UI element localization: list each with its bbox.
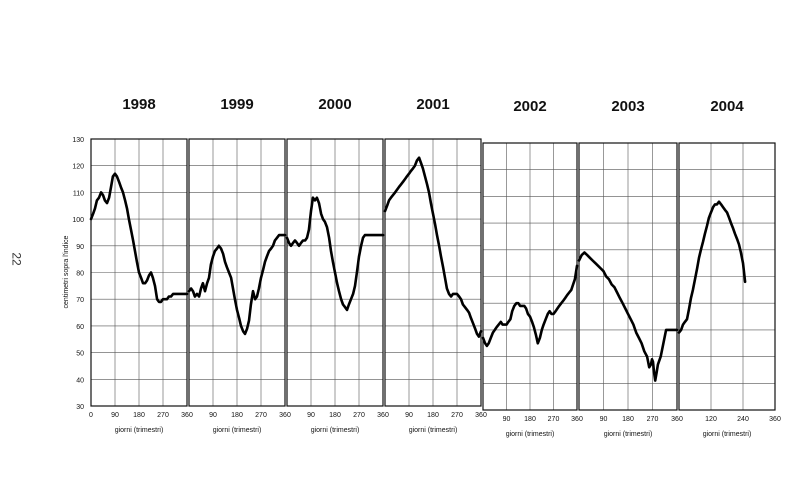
y-tick-label: 130 [72,137,84,144]
x-tick-label: 270 [255,412,267,419]
chart-title-2003: 2003 [611,98,644,115]
x-tick-label: 120 [705,416,717,423]
chart-title-1999: 1999 [220,96,253,113]
x-tick-label: 270 [353,412,365,419]
x-tick-label: 360 [279,412,291,419]
panel-frame-2002 [482,142,578,411]
x-tick-label: 360 [571,416,583,423]
x-tick-label: 360 [769,416,781,423]
series-line-2002 [481,264,579,348]
panel-frame-2001 [384,138,482,407]
chart-title-2002: 2002 [513,98,546,115]
x-tick-label: 90 [600,416,608,423]
x-axis-label: giorni (trimestri) [604,431,653,438]
x-tick-label: 180 [231,412,243,419]
x-tick-label: 90 [111,412,119,419]
series-line-2000 [285,196,385,312]
x-tick-label: 270 [548,416,560,423]
x-tick-label: 360 [377,412,389,419]
x-tick-label: 180 [427,412,439,419]
y-tick-label: 110 [73,190,84,197]
chart-title-2004: 2004 [710,98,744,115]
y-tick-label: 120 [72,164,84,171]
panel-frame-1998 [90,138,188,407]
y-tick-label: 70 [76,297,84,304]
x-tick-label: 90 [503,416,511,423]
series-line-1998 [89,172,189,304]
x-tick-label: 180 [622,416,634,423]
x-tick-label: 360 [475,412,487,419]
x-tick-label: 360 [181,412,193,419]
panel-frame-1999 [188,138,286,407]
x-axis-label: giorni (trimestri) [311,427,360,434]
x-tick-label: 270 [157,412,169,419]
chart-title-1998: 1998 [122,96,155,113]
panel-frame-2004 [678,142,776,411]
page-number: 22 [9,252,24,266]
y-tick-label: 90 [76,244,84,251]
y-tick-label: 100 [72,217,84,224]
x-tick-label: 180 [524,416,536,423]
x-tick-label: 90 [307,412,315,419]
x-tick-label: 270 [451,412,463,419]
y-tick-label: 50 [76,351,84,358]
y-axis-label: centimetri sopra l'indice [63,235,70,308]
y-tick-label: 40 [76,377,84,384]
panel-frame-2000 [286,138,384,407]
series-line-1999 [187,233,287,336]
series-line-2004 [677,200,747,334]
x-tick-label: 180 [133,412,145,419]
x-tick-label: 90 [405,412,413,419]
y-tick-label: 60 [76,324,84,331]
series-line-2001 [383,156,483,338]
panel-frame-2003 [578,142,678,411]
x-axis-label: giorni (trimestri) [115,427,164,434]
x-axis-label: giorni (trimestri) [703,431,752,438]
chart-title-2001: 2001 [416,96,449,113]
x-tick-label: 0 [89,412,93,419]
x-axis-label: giorni (trimestri) [506,431,555,438]
x-tick-label: 90 [209,412,217,419]
x-axis-label: giorni (trimestri) [213,427,262,434]
x-tick-label: 270 [647,416,659,423]
y-tick-label: 80 [76,271,84,278]
series-line-2003 [577,251,679,382]
y-tick-label: 30 [76,404,84,411]
x-tick-label: 360 [671,416,683,423]
x-tick-label: 240 [737,416,749,423]
x-tick-label: 180 [329,412,341,419]
chart-title-2000: 2000 [318,96,351,113]
x-axis-label: giorni (trimestri) [409,427,458,434]
